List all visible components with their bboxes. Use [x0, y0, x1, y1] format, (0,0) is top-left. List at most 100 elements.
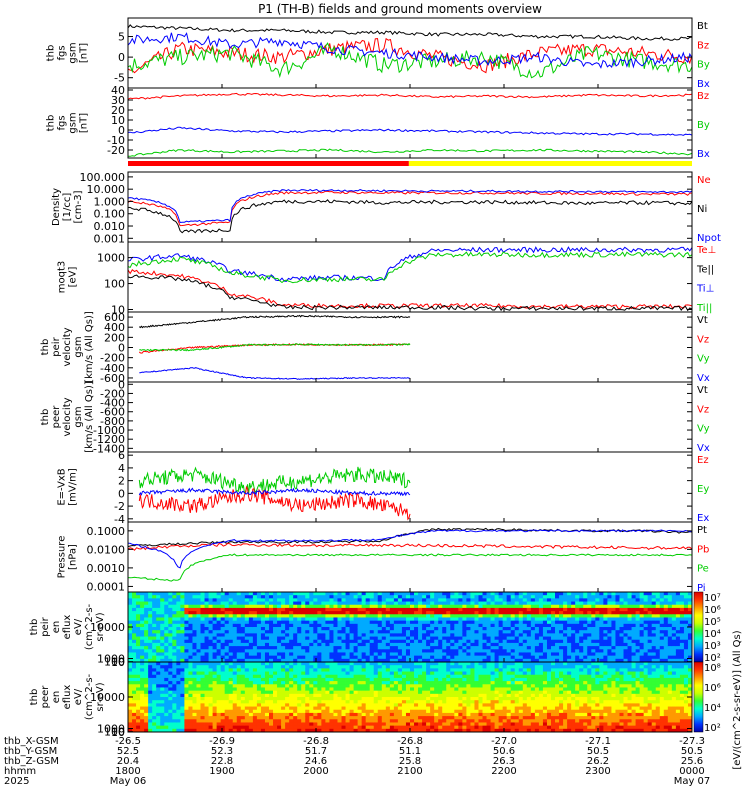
series-line-Bx	[128, 32, 692, 69]
panel-frame	[127, 241, 693, 313]
xaxis-column-value: 1900	[209, 766, 234, 777]
ytick-label: 100.000	[80, 171, 126, 184]
series-line-Te⊥	[128, 268, 692, 310]
lines-1	[128, 24, 692, 79]
xaxis-column-value: 51.7	[305, 746, 327, 757]
spectrogram-10	[128, 662, 692, 732]
xaxis-column-value: 52.3	[211, 746, 233, 757]
series-line-Vt	[138, 314, 411, 329]
colorbar-10	[693, 661, 704, 733]
ylabel-line: [km/s (All Qs)]	[84, 311, 95, 383]
series-line-Pe	[128, 553, 692, 582]
legend-entry-Ez: Ez	[697, 455, 709, 466]
legend-entry-Ex: Ex	[697, 513, 709, 524]
xaxis-row-label: thb_X-GSM	[4, 736, 59, 747]
figure-title: P1 (TH-B) fields and ground moments over…	[258, 2, 542, 16]
ytick-label: 1000	[97, 653, 125, 666]
ylabel-line: velocity	[62, 397, 73, 436]
ytick-label: 20	[111, 104, 125, 117]
ytick-label: 6	[118, 449, 125, 462]
ylabel-line: thb	[40, 339, 51, 356]
colorbar-tick-label: 10⁶	[704, 605, 721, 616]
ytick-label: 10.000	[87, 183, 126, 196]
ylabel-line: [1/cc]	[62, 193, 73, 222]
ytick-label: -4	[114, 513, 125, 526]
panel-6: Vt Vz Vy Vx 0-200-400-600-800-1000-1200-1400…	[40, 378, 710, 455]
panel-8: Pt Pb Pe Pi 0.1000 0.0100 0.0010 0.0001 Pressure…	[57, 521, 709, 594]
ylabel-line: E=-VxB	[57, 468, 68, 505]
series-line-Ni	[128, 199, 692, 234]
ytick-label: -600	[100, 372, 125, 385]
legend-entry-Vy: Vy	[697, 424, 710, 435]
ylabel-line: fgs	[57, 115, 68, 130]
ytick-label: 0	[118, 51, 125, 64]
ytick-label: -5	[114, 72, 125, 85]
legend-entry-By: By	[697, 120, 710, 131]
legend-entry-Vy: Vy	[697, 354, 710, 365]
colorbar-tick-label: 10⁵	[704, 617, 721, 628]
xaxis-column-value: 26.3	[493, 756, 515, 767]
legend-entry-Vt: Vt	[697, 385, 708, 396]
xaxis-column-value: 1800	[115, 766, 140, 777]
ylabel-line: [eV]	[68, 267, 79, 288]
panel-frame	[127, 87, 693, 159]
ylabel-line: moqt3	[57, 261, 68, 294]
ylabel-line: peir	[40, 616, 51, 636]
ytick-label: -20	[107, 144, 125, 157]
xaxis-column-value: 24.6	[305, 756, 327, 767]
ytick-label: 400	[104, 321, 125, 334]
ytick-label: -1000	[93, 424, 125, 437]
ytick-label: 0	[118, 342, 125, 355]
legend-entry-Npot: Npot	[697, 233, 721, 244]
panel-frame	[127, 521, 693, 593]
legend-entry-Ne: Ne	[697, 175, 711, 186]
ytick-label: 10000	[90, 691, 125, 704]
xaxis-column-value: -27.1	[585, 736, 611, 747]
ytick-label: -1200	[93, 433, 125, 446]
legend-entry-Pb: Pb	[697, 544, 709, 555]
ytick-label: 0	[118, 487, 125, 500]
xaxis-column-value: May 06	[110, 776, 147, 787]
mode-bar-fast	[408, 161, 692, 166]
ylabel-line: [nPa]	[68, 544, 79, 570]
ylabel-line: sr-eV)	[95, 612, 106, 641]
colorbar-tick-label: 10⁶	[704, 683, 721, 694]
series-line-Vy	[139, 342, 411, 352]
panel-1: Bt Bz By Bx 5 0 -5 thb fgs gsm [nT]	[46, 17, 710, 90]
ylabel-line: [cm-3]	[73, 190, 84, 223]
series-line-Ti⊥	[128, 246, 692, 282]
ytick-label: -2	[114, 500, 125, 513]
legend-entry-Ti⊥: Ti⊥	[696, 284, 714, 295]
ylabel-line: eflux	[62, 615, 73, 640]
xaxis-column-value: 2300	[585, 766, 610, 777]
ylabel-line: eflux	[62, 685, 73, 710]
ytick-label: 100	[104, 726, 125, 739]
ytick-label: 10	[111, 656, 125, 669]
ytick-label: -10	[107, 134, 125, 147]
xaxis-column-value: -26.5	[115, 736, 141, 747]
ytick-label: 100	[104, 278, 125, 291]
series-line-Ne	[128, 190, 692, 227]
ytick-label: 10	[111, 303, 125, 316]
ytick-label: 10000	[90, 621, 125, 634]
ylabel-line: [nT]	[79, 113, 90, 133]
colorbar-label: [eV/(cm^2-s-sr-eV)] (All Qs)	[732, 630, 743, 769]
ylabel-line: gsm	[68, 42, 79, 63]
ytick-label: 0.1000	[87, 525, 126, 538]
colorbar-tick-label: 10²	[704, 723, 721, 734]
ytick-label: -800	[100, 415, 125, 428]
ylabel-line: [nT]	[79, 43, 90, 63]
colorbar-tick-label: 10⁷	[704, 593, 721, 604]
colorbar-tick-label: 10³	[704, 641, 721, 652]
series-line-Bt	[128, 24, 692, 41]
series-line-Ez	[138, 486, 411, 521]
series-line-Ti||	[128, 251, 692, 284]
xaxis-column-value: 25.6	[681, 756, 703, 767]
ytick-label: 5	[118, 31, 125, 44]
ytick-label: 4	[118, 462, 125, 475]
legend-entry-Bx: Bx	[697, 79, 710, 90]
